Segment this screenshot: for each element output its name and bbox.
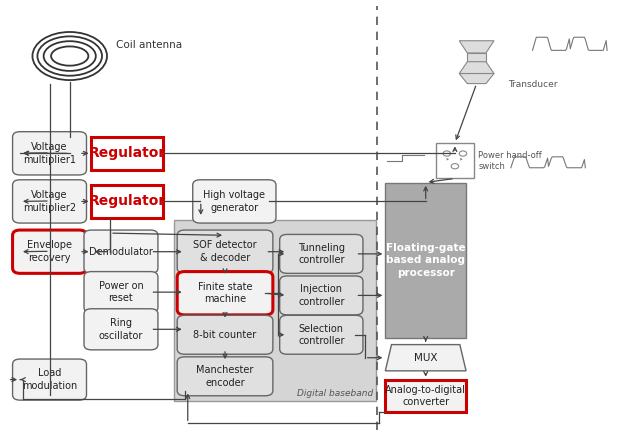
Text: Injection
controller: Injection controller [298,284,344,307]
FancyBboxPatch shape [12,132,87,175]
Text: Analog-to-digital
converter: Analog-to-digital converter [385,385,466,407]
Text: Regulator: Regulator [89,194,166,209]
FancyBboxPatch shape [12,359,87,400]
Text: Voltage
multiplier1: Voltage multiplier1 [23,142,76,165]
Text: Demodulator: Demodulator [89,247,153,257]
Polygon shape [459,41,494,53]
FancyBboxPatch shape [177,357,273,396]
Text: Coil antenna: Coil antenna [116,40,182,50]
Text: High voltage
generator: High voltage generator [203,190,265,213]
FancyBboxPatch shape [177,271,273,315]
Text: Selection
controller: Selection controller [298,323,344,346]
Text: Finite state
machine: Finite state machine [198,282,252,304]
FancyBboxPatch shape [12,180,87,223]
Text: Tunneling
controller: Tunneling controller [298,243,345,265]
FancyBboxPatch shape [193,180,276,223]
Text: Digital baseband: Digital baseband [296,389,373,398]
FancyBboxPatch shape [177,230,273,273]
Text: Ring
oscillator: Ring oscillator [99,318,143,341]
Text: Transducer: Transducer [508,80,557,89]
FancyBboxPatch shape [280,235,363,273]
Polygon shape [385,345,466,371]
FancyBboxPatch shape [12,230,87,273]
Text: Power hand-off
switch: Power hand-off switch [479,151,542,171]
Polygon shape [459,73,494,84]
Text: Power on
reset: Power on reset [99,281,144,303]
FancyBboxPatch shape [177,315,273,354]
Text: Manchester
encoder: Manchester encoder [197,365,254,388]
Polygon shape [467,53,486,62]
Text: Voltage
multiplier2: Voltage multiplier2 [23,190,76,213]
Polygon shape [459,62,494,73]
FancyBboxPatch shape [385,380,466,412]
Text: Envelope
recovery: Envelope recovery [27,241,72,263]
FancyBboxPatch shape [385,183,466,338]
FancyBboxPatch shape [174,220,376,401]
Text: Load
modulation: Load modulation [22,368,77,391]
Text: SOF detector
& decoder: SOF detector & decoder [193,241,257,263]
FancyBboxPatch shape [84,309,158,350]
FancyBboxPatch shape [84,230,158,273]
FancyBboxPatch shape [92,185,163,218]
FancyBboxPatch shape [280,276,363,315]
Text: Floating-gate
based analog
processor: Floating-gate based analog processor [386,243,466,278]
Text: MUX: MUX [414,353,437,363]
FancyBboxPatch shape [92,137,163,170]
FancyBboxPatch shape [84,271,158,313]
Text: Regulator: Regulator [89,147,166,160]
FancyBboxPatch shape [280,315,363,354]
Text: 8-bit counter: 8-bit counter [193,330,256,340]
FancyBboxPatch shape [436,143,474,179]
